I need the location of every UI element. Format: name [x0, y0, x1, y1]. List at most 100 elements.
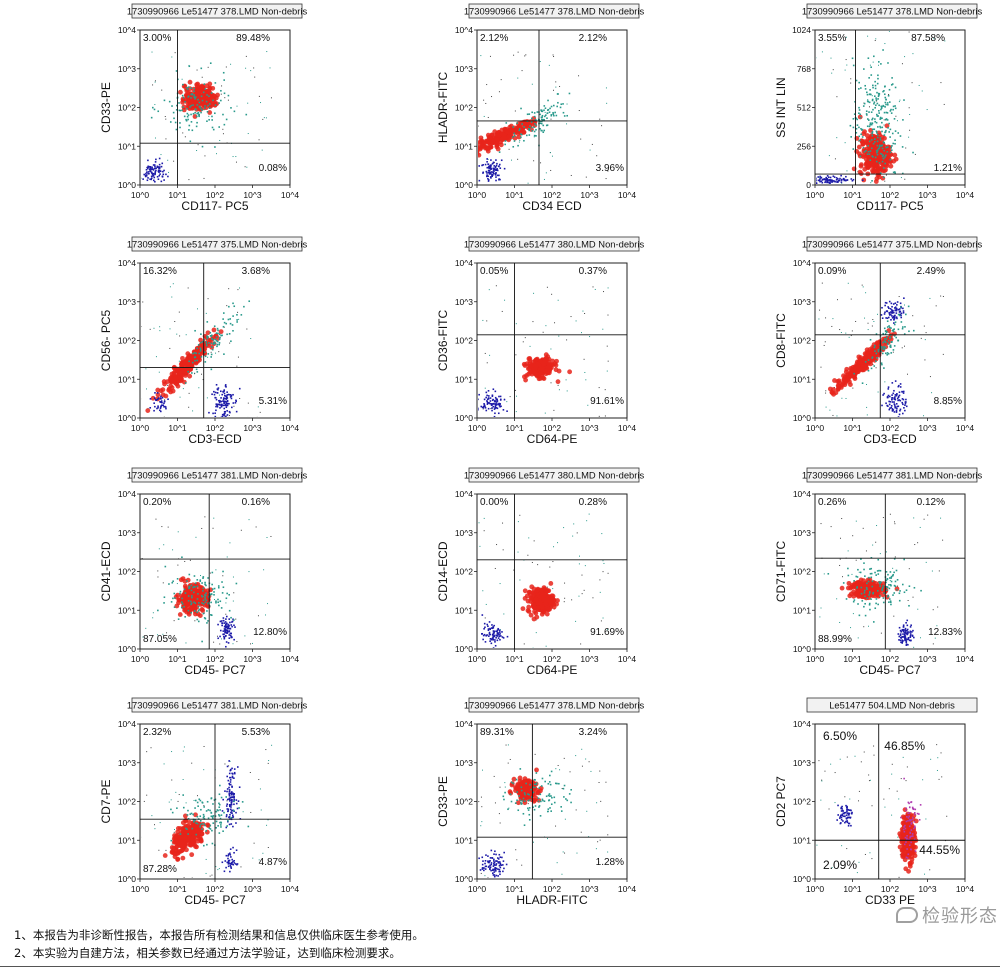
x-tick-label: 10^2: [206, 423, 224, 433]
quadrant-percent-lr: 3.96%: [596, 163, 624, 174]
x-tick-label: 10^2: [881, 654, 899, 664]
y-tick-label: 10^2: [455, 336, 473, 346]
chat-bubble-icon: [896, 907, 918, 923]
x-tick-label: 10^2: [206, 654, 224, 664]
y-tick-label: 10^3: [118, 528, 136, 538]
flow-plot-1: 1730990966 Le51477 378.LMD Non-debris 10^…: [99, 3, 307, 213]
x-tick-label: 10^4: [618, 190, 636, 200]
y-axis-label: CD36-FITC: [436, 310, 450, 372]
y-tick-label: 10^0: [118, 413, 136, 423]
event-dots: [819, 513, 944, 648]
x-axis-label: CD45- PC7: [184, 893, 246, 907]
flow-plot-8: 1730990966 Le51477 380.LMD Non-debris 10^…: [436, 467, 645, 677]
bottom-rule: [0, 966, 1000, 967]
y-tick-label: 10^2: [793, 797, 811, 807]
quadrant-percent-ul: 2.12%: [480, 33, 508, 44]
event-dots: [478, 744, 609, 878]
x-tick-label: 10^0: [468, 190, 486, 200]
x-tick-label: 10^3: [243, 190, 261, 200]
y-tick-label: 10^3: [455, 528, 473, 538]
x-tick-label: 10^1: [843, 884, 861, 894]
plot-header: Le51477 504.LMD Non-debris: [829, 700, 955, 711]
y-tick-label: 10^4: [118, 25, 136, 35]
x-tick-label: 10^3: [243, 654, 261, 664]
y-tick-label: 10^2: [118, 103, 136, 113]
y-tick-label: 10^0: [793, 644, 811, 654]
y-tick-label: 10^1: [793, 605, 811, 615]
flow-cytometry-plot-grid: 1730990966 Le51477 378.LMD Non-debris 10^…: [99, 3, 983, 907]
y-tick-label: 10^0: [455, 180, 473, 190]
y-tick-label: 10^4: [793, 719, 811, 729]
x-tick-label: 10^0: [131, 884, 149, 894]
event-dots: [141, 516, 272, 648]
quadrant-percent-ur: 0.12%: [917, 497, 945, 508]
y-tick-label: 10^4: [793, 258, 811, 268]
y-axis-label: CD14-ECD: [436, 541, 450, 601]
event-dots: [478, 51, 609, 184]
quadrant-percent-ll: 87.05%: [143, 634, 177, 645]
quadrant-percent-ur: 2.49%: [917, 266, 945, 277]
y-tick-label: 10^2: [793, 336, 811, 346]
plot-header-box: [806, 3, 978, 19]
y-tick-label: 10^0: [455, 874, 473, 884]
flow-plot-4: 1730990966 Le51477 375.LMD Non-debris 10^…: [99, 236, 307, 446]
y-tick-label: 768: [797, 64, 811, 74]
report-note-2: 2、本实验为自建方法，相关参数已经通过方法学验证，达到临床检测要求。: [14, 946, 401, 960]
y-tick-label: 10^0: [118, 180, 136, 190]
flow-plot-2: 1730990966 Le51477 378.LMD Non-debris 10^…: [436, 3, 645, 213]
y-tick-label: 10^1: [118, 141, 136, 151]
x-tick-label: 10^0: [131, 423, 149, 433]
y-tick-label: 10^2: [118, 797, 136, 807]
y-axis-label: CD33-PE: [436, 776, 450, 827]
y-tick-label: 10^0: [455, 644, 473, 654]
plot-header-box: [131, 3, 303, 19]
x-tick-label: 10^2: [543, 884, 561, 894]
x-tick-label: 10^1: [168, 423, 186, 433]
plot-header: 1730990966 Le51477 380.LMD Non-debris: [464, 239, 645, 250]
y-tick-label: 10^1: [118, 605, 136, 615]
y-tick-label: 10^0: [455, 413, 473, 423]
quadrant-percent-ul: 3.00%: [143, 33, 171, 44]
y-tick-label: 10^2: [118, 567, 136, 577]
y-tick-label: 10^3: [455, 758, 473, 768]
x-axis-label: CD34 ECD: [522, 199, 582, 213]
watermark: 检验形态: [896, 902, 998, 928]
report-notes: 1、本报告为非诊断性报告，本报告所有检测结果和信息仅供临床医生参考使用。 2、本…: [14, 926, 424, 962]
event-dots: [478, 513, 609, 648]
y-tick-label: 10^2: [455, 103, 473, 113]
quadrant-percent-ul: 0.20%: [143, 497, 171, 508]
x-tick-label: 10^4: [618, 884, 636, 894]
x-axis-label: CD45- PC7: [184, 663, 246, 677]
plot-header: 1730990966 Le51477 378.LMD Non-debris: [464, 6, 645, 17]
x-tick-label: 10^3: [918, 423, 936, 433]
plot-frame: [476, 493, 628, 650]
plot-header-box: [806, 236, 978, 252]
x-axis-label: CD64-PE: [527, 663, 578, 677]
x-tick-label: 10^4: [956, 423, 974, 433]
x-tick-label: 10^0: [468, 884, 486, 894]
plot-header: 1730990966 Le51477 381.LMD Non-debris: [802, 470, 983, 481]
quadrant-percent-ur: 0.28%: [579, 497, 607, 508]
y-tick-label: 10^4: [118, 719, 136, 729]
plot-header: 1730990966 Le51477 380.LMD Non-debris: [464, 470, 645, 481]
flow-plot-12: Le51477 504.LMD Non-debris 10^010^0 10^1 10…: [774, 697, 978, 907]
x-tick-label: 10^4: [281, 190, 299, 200]
watermark-text: 检验形态: [922, 906, 998, 927]
flow-plot-3: 1730990966 Le51477 378.LMD Non-debris 10^…: [774, 3, 982, 213]
quadrant-percent-ul: 0.05%: [480, 266, 508, 277]
x-axis-label: HLADR-FITC: [516, 893, 588, 907]
flow-plot-11: 1730990966 Le51477 378.LMD Non-debris 10^…: [436, 697, 644, 907]
y-tick-label: 10^2: [118, 336, 136, 346]
y-tick-label: 10^4: [118, 489, 136, 499]
quadrant-percent-ur: 2.12%: [579, 33, 607, 44]
quadrant-percent-lr: 8.85%: [934, 396, 962, 407]
event-dots: [816, 744, 948, 878]
y-axis-label: SS INT LIN: [774, 77, 788, 137]
report-note-1: 1、本报告为非诊断性报告，本报告所有检测结果和信息仅供临床医生参考使用。: [14, 928, 424, 942]
y-tick-label: 1024: [792, 25, 811, 35]
x-tick-label: 10^0: [468, 423, 486, 433]
x-axis-label: CD117- PC5: [856, 199, 923, 213]
event-dots: [141, 51, 272, 183]
y-tick-label: 10^1: [455, 374, 473, 384]
y-tick-label: 10^1: [118, 835, 136, 845]
